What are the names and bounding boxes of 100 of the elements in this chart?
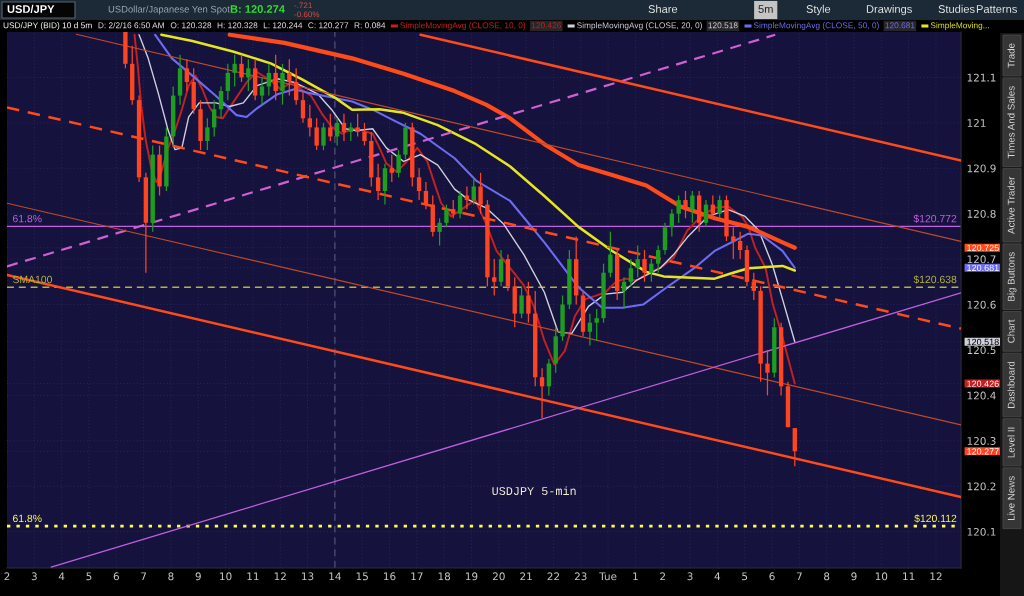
x-tick-label: 23: [574, 572, 587, 581]
x-tick-label: 3: [687, 572, 693, 581]
y-tick-label: 120.518: [967, 338, 999, 346]
x-tick-label: 12: [930, 572, 942, 581]
candlestick: [423, 181, 429, 210]
text: Patterns: [976, 5, 1017, 13]
y-tick-label: 120.681: [967, 264, 999, 272]
y-tick-label: 120.2: [967, 482, 996, 491]
candlestick: [498, 249, 504, 287]
chart-title: USD/JPY (BID) 10 d 5m: [3, 22, 92, 30]
x-tick-label: 10: [875, 572, 888, 581]
y-tick-label: 120.725: [967, 244, 999, 252]
candlestick: [690, 190, 695, 224]
x-tick-label: 19: [465, 572, 478, 581]
candlestick: [266, 63, 272, 97]
candlestick: [457, 190, 463, 219]
x-tick-label: 9: [851, 572, 857, 581]
candlestick: [655, 244, 661, 274]
x-tick-label: 2: [4, 572, 10, 581]
candlestick: [765, 349, 770, 397]
x-tick-label: 13: [302, 572, 314, 581]
candlestick: [355, 113, 360, 138]
candlestick: [396, 149, 401, 178]
text: 120.426: [531, 22, 562, 29]
legend-label: SimpleMovingAvg (CLOSE, 10, 0): [400, 22, 526, 30]
text: -.721: [294, 2, 312, 9]
candlestick: [683, 190, 688, 219]
candlestick: [341, 113, 347, 142]
candlestick: [218, 85, 224, 119]
text: L: 120.244: [263, 22, 303, 29]
text: 120.518: [708, 22, 738, 29]
candlestick: [246, 58, 251, 92]
candlestick: [635, 244, 640, 278]
ref-line-label: $120.112: [914, 514, 957, 523]
x-tick-label: 7: [141, 572, 147, 581]
text: Times And Sales: [1007, 86, 1015, 159]
y-tick-label: 120.9: [967, 164, 996, 173]
candlestick: [717, 194, 722, 219]
x-tick-label: 6: [769, 572, 775, 581]
candlestick: [232, 54, 237, 88]
candlestick: [239, 54, 244, 83]
annotation: 61.8%: [12, 214, 42, 223]
candlestick: [649, 258, 654, 283]
candlestick: [594, 308, 599, 342]
y-tick-label: 120.4: [967, 391, 996, 400]
candlestick: [710, 194, 716, 219]
text: Share: [648, 4, 678, 13]
candlestick: [628, 258, 634, 287]
candlestick: [280, 63, 285, 106]
x-tick-label: 22: [547, 572, 560, 581]
legend-label: SimpleMovingAvg (CLOSE, 20, 0): [577, 22, 702, 30]
y-tick-label: 120.6: [967, 300, 996, 309]
y-tick-label: 120.8: [967, 209, 996, 218]
candlestick: [731, 226, 736, 260]
text: Drawings: [866, 4, 912, 16]
candlestick: [205, 117, 210, 151]
text: H: 120.328: [217, 22, 258, 29]
y-tick-label: 120.1: [967, 527, 996, 536]
text: 5m: [758, 5, 773, 13]
legend-label: SimpleMovingAvg (CLOSE, 50, 0): [753, 22, 879, 30]
x-tick-label: 8: [168, 572, 174, 581]
text: B: 120.274: [230, 5, 285, 13]
candlestick: [382, 163, 388, 206]
ref-line-label: $120.638: [913, 275, 957, 284]
text: C: 120.277: [308, 22, 349, 29]
x-tick-label: 1: [633, 572, 638, 581]
x-tick-label: 20: [492, 572, 505, 581]
text: -0.60%: [294, 11, 320, 18]
x-tick-label: 3: [31, 572, 37, 581]
candlestick: [492, 258, 497, 297]
ref-line-label: $120.772: [913, 214, 957, 223]
x-tick-label: 12: [274, 572, 286, 581]
candlestick: [273, 54, 278, 101]
candlestick: [416, 167, 422, 201]
candlestick: [621, 276, 627, 310]
x-tick-label: 21: [520, 572, 532, 581]
candlestick: [389, 154, 394, 183]
candlestick: [662, 222, 668, 256]
y-tick-label: 120.5: [967, 346, 996, 355]
candlestick: [526, 281, 531, 324]
text: Style: [806, 4, 831, 16]
y-tick-label: 120.277: [967, 448, 999, 455]
x-tick-label: 11: [247, 572, 259, 581]
y-tick-label: 120.426: [967, 380, 999, 387]
candlestick: [451, 199, 456, 219]
candlestick: [314, 117, 319, 151]
text: Active Trader: [1007, 176, 1015, 234]
candlestick: [375, 163, 381, 201]
legend-label: SimpleMoving...: [930, 22, 989, 30]
text: R: 0.084: [354, 22, 386, 29]
candlestick: [539, 367, 545, 419]
y-tick-label: 120.7: [967, 255, 996, 264]
x-tick-label: 16: [384, 572, 396, 581]
candlestick: [259, 76, 265, 106]
candlestick: [321, 122, 326, 151]
x-tick-label: 4: [714, 572, 721, 581]
text: USD/JPY: [7, 4, 55, 14]
x-tick-label: 10: [220, 572, 232, 581]
x-tick-label: 2: [660, 572, 665, 581]
candlestick: [703, 199, 709, 228]
